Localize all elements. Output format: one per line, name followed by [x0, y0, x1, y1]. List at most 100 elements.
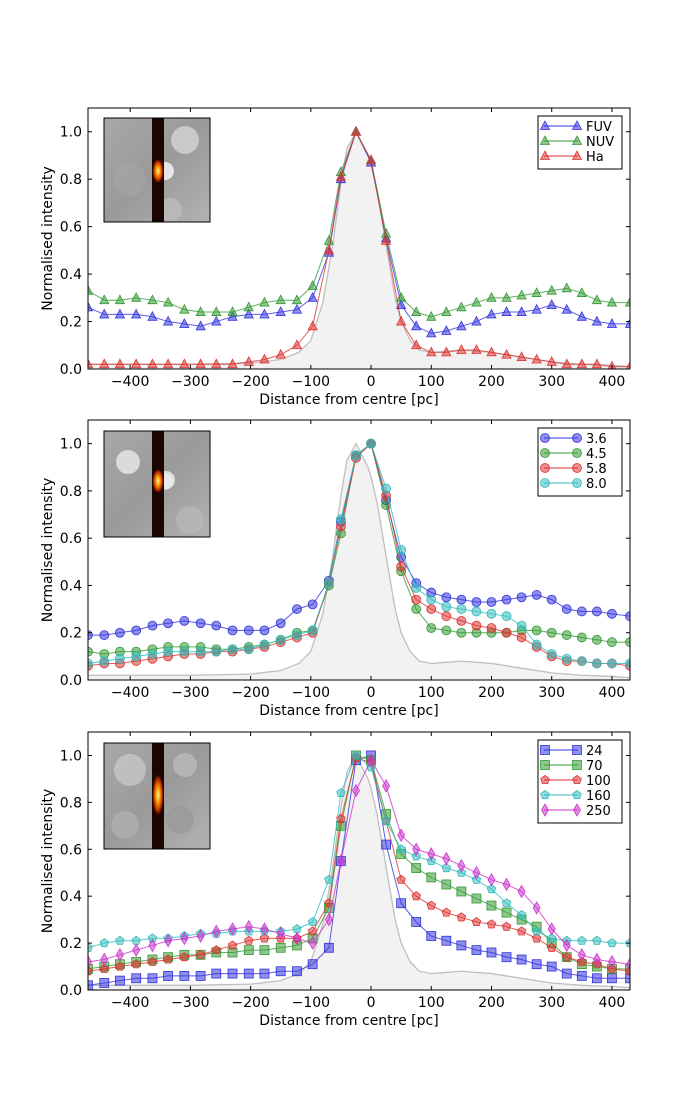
data-point: [486, 919, 497, 929]
data-point: [576, 606, 587, 617]
data-point: [561, 604, 572, 614]
data-point: [397, 828, 406, 842]
legend-marker: [540, 478, 550, 488]
x-tick-label: −400: [111, 995, 149, 1011]
legend-label: 4.5: [586, 447, 607, 462]
data-point: [456, 886, 467, 897]
data-point: [307, 916, 318, 927]
y-tick-label: 0.8: [60, 795, 82, 811]
data-point: [471, 620, 482, 631]
data-point: [292, 604, 302, 614]
inset-image: [103, 117, 211, 223]
data-point: [147, 620, 158, 631]
data-point: [88, 966, 93, 976]
data-point: [275, 294, 286, 305]
x-tick-label: 100: [418, 374, 445, 390]
data-point: [426, 931, 437, 941]
data-point: [179, 646, 190, 657]
data-point: [88, 358, 94, 369]
y-tick-label: 1.0: [60, 748, 82, 764]
legend-marker: [572, 463, 582, 473]
inset-blob: [176, 506, 204, 534]
x-tick-label: −400: [111, 685, 149, 701]
data-point: [426, 346, 437, 357]
data-point: [179, 358, 190, 369]
legend-marker: [571, 120, 583, 130]
legend-marker: [540, 448, 550, 458]
x-tick-label: 300: [538, 685, 565, 701]
legend-label: 70: [586, 759, 603, 774]
legend-marker: [572, 433, 582, 443]
data-point: [516, 289, 527, 300]
data-point: [501, 611, 512, 622]
data-point: [99, 294, 110, 305]
data-point: [195, 306, 206, 316]
data-point: [352, 783, 360, 798]
reference-profile-fill: [88, 131, 630, 369]
data-point: [227, 968, 238, 979]
y-tick-label: 0.0: [60, 983, 82, 999]
y-axis-label: Normalised intensity: [40, 166, 56, 310]
x-tick-label: 100: [418, 685, 445, 701]
data-point: [227, 310, 238, 321]
legend-marker: [572, 478, 582, 488]
data-point: [147, 310, 158, 321]
data-point: [591, 973, 602, 984]
data-point: [441, 346, 452, 357]
legend-label: 160: [586, 789, 611, 804]
data-point: [88, 942, 93, 952]
data-point: [115, 948, 124, 962]
y-tick-label: 0.2: [60, 936, 82, 952]
data-point: [486, 291, 497, 302]
data-point: [131, 959, 141, 969]
data-point: [471, 344, 482, 354]
data-point: [259, 933, 270, 943]
series-250: [88, 753, 630, 971]
data-point: [592, 952, 601, 967]
y-tick-label: 1.0: [60, 437, 82, 453]
data-point: [100, 952, 109, 967]
data-point: [395, 291, 407, 302]
legend-marker: [539, 150, 551, 160]
data-point: [624, 318, 630, 328]
x-tick-label: 100: [418, 995, 445, 1011]
x-axis-label: Distance from centre [pc]: [259, 392, 438, 408]
y-tick-label: 0.4: [60, 889, 82, 905]
data-point: [441, 625, 452, 636]
data-point: [307, 926, 318, 936]
data-point: [243, 945, 254, 956]
data-point: [531, 639, 542, 650]
data-point: [576, 358, 587, 369]
axes-frame: [87, 419, 631, 681]
data-point: [517, 884, 526, 899]
data-point: [243, 301, 254, 312]
data-point: [396, 898, 407, 909]
data-point: [307, 280, 318, 290]
reference-profile-fill: [88, 755, 630, 990]
data-point: [471, 945, 482, 956]
data-point: [486, 884, 497, 894]
data-point: [591, 606, 602, 617]
data-point: [324, 874, 334, 884]
data-point: [147, 956, 158, 966]
data-point: [532, 901, 541, 915]
data-point: [275, 618, 286, 629]
data-point: [441, 306, 452, 316]
data-point: [259, 945, 270, 956]
data-point: [243, 644, 254, 655]
legend-label: 5.8: [586, 462, 607, 477]
data-point: [292, 924, 302, 934]
data-point: [131, 935, 141, 945]
data-point: [576, 287, 587, 297]
inset-frame: [103, 742, 211, 850]
data-point: [516, 620, 527, 631]
legend-marker: [539, 135, 551, 145]
x-tick-label: −300: [171, 685, 209, 701]
data-point: [211, 620, 222, 631]
data-point: [625, 360, 630, 369]
data-point: [531, 303, 542, 314]
data-point: [162, 315, 174, 326]
data-point: [131, 358, 142, 369]
data-point: [624, 296, 630, 307]
